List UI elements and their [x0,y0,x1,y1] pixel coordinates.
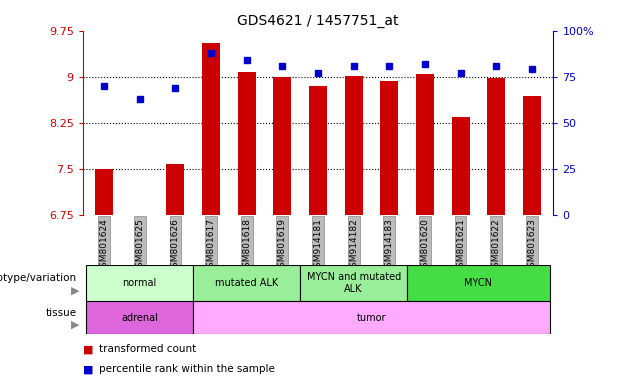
Bar [202,43,220,215]
Bar [523,96,541,215]
Bar [193,265,300,301]
Text: tissue: tissue [45,308,76,318]
Text: ■: ■ [83,364,93,374]
Bar [95,169,113,215]
Text: MYCN and mutated
ALK: MYCN and mutated ALK [307,272,401,294]
Text: tumor: tumor [357,313,386,323]
Bar [131,215,149,221]
Bar [167,164,184,215]
Text: ▶: ▶ [71,319,80,329]
Bar [273,77,291,215]
Bar [345,76,363,215]
Title: GDS4621 / 1457751_at: GDS4621 / 1457751_at [237,14,399,28]
Text: MYCN: MYCN [464,278,492,288]
Bar [416,74,434,215]
Bar [309,86,327,215]
Bar [193,301,550,334]
Bar [407,265,550,301]
Text: genotype/variation: genotype/variation [0,273,76,283]
Bar [300,265,407,301]
Bar [86,265,193,301]
Text: mutated ALK: mutated ALK [215,278,279,288]
Text: transformed count: transformed count [99,344,196,354]
Bar [238,73,256,215]
Bar [487,78,505,215]
Bar [452,117,469,215]
Text: ■: ■ [83,344,93,354]
Text: percentile rank within the sample: percentile rank within the sample [99,364,275,374]
Text: adrenal: adrenal [121,313,158,323]
Bar [86,301,193,334]
Bar [380,81,398,215]
Text: ▶: ▶ [71,285,80,296]
Text: normal: normal [123,278,157,288]
